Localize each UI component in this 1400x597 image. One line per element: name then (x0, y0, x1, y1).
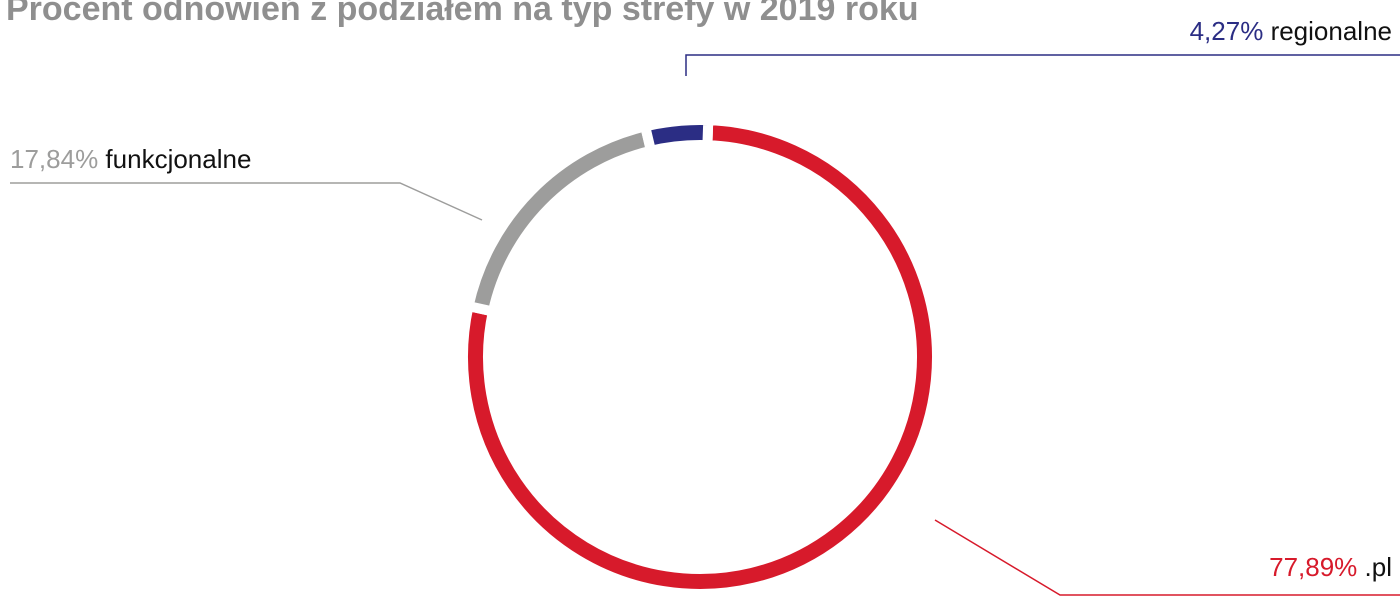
value-label: 17,84% (10, 144, 98, 174)
data-label: 17,84% funkcjonalne (10, 144, 251, 174)
data-label: 4,27% regionalne (1190, 16, 1392, 46)
leader-line (685, 54, 1400, 76)
donut-segment (462, 120, 657, 318)
value-label: 4,27% (1190, 16, 1264, 46)
value-label: 77,89% (1269, 552, 1357, 582)
data-label: 77,89% .pl (1269, 552, 1392, 582)
donut-segment (458, 114, 942, 597)
leader-line (934, 519, 1400, 596)
category-label: .pl (1365, 552, 1392, 582)
chart-title: Procent odnowień z podziałem na typ stre… (6, 0, 919, 28)
category-label: funkcjonalne (105, 144, 251, 174)
category-label: regionalne (1271, 16, 1392, 46)
leader-line (10, 182, 483, 221)
donut-segment (639, 115, 714, 157)
